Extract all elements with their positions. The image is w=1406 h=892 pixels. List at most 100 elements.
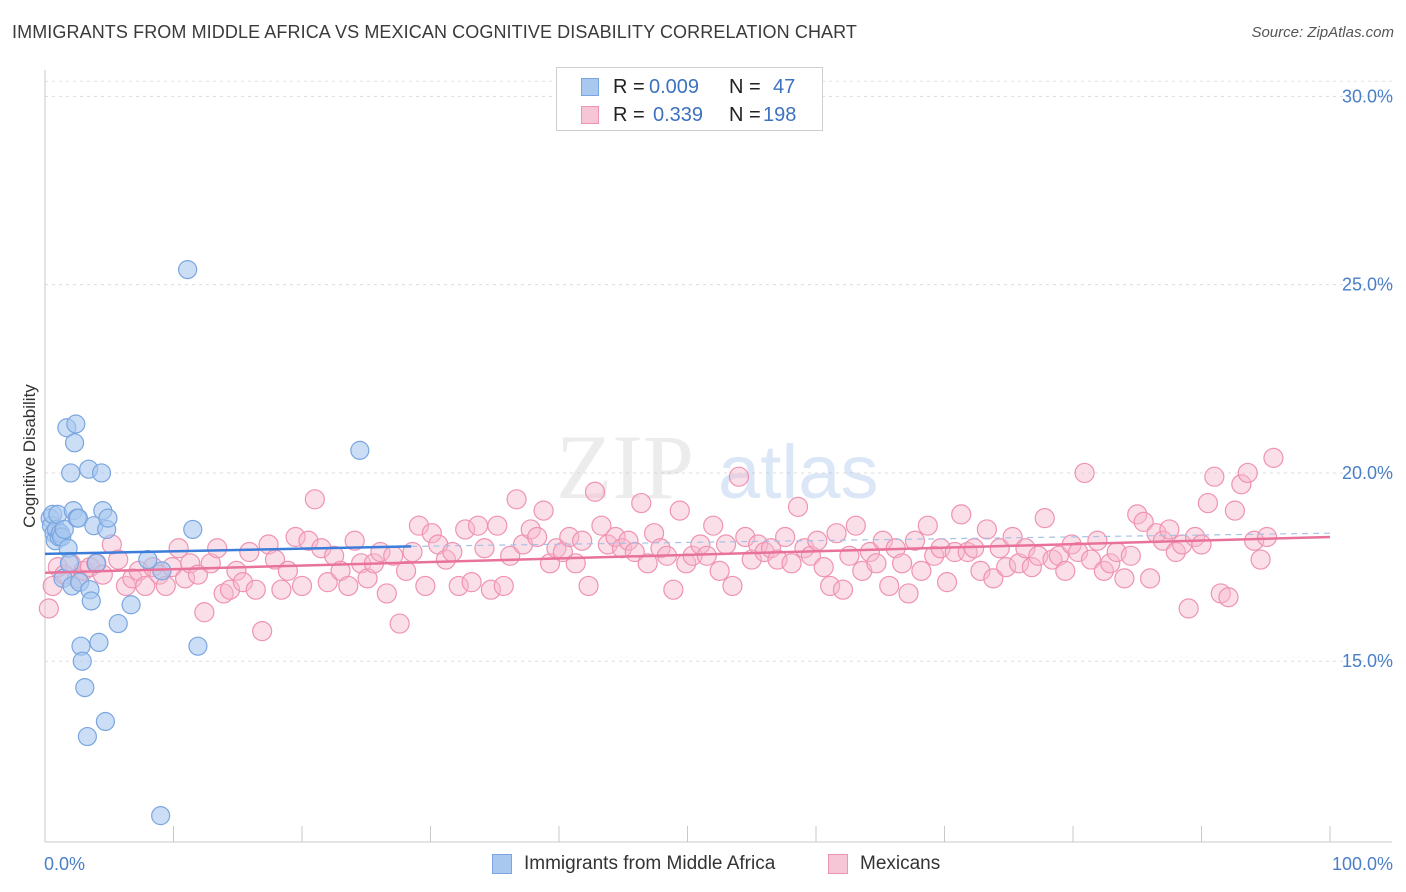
stats-n-value: 198 bbox=[763, 104, 797, 126]
mexicans-point bbox=[728, 466, 750, 487]
middle-africa-point bbox=[98, 508, 118, 528]
middle-africa-point bbox=[178, 259, 198, 280]
mexicans-point bbox=[487, 515, 508, 536]
legend-label-middle-africa: Immigrants from Middle Africa bbox=[524, 853, 776, 874]
middle-africa-point bbox=[68, 508, 89, 528]
mexicans-point bbox=[787, 496, 809, 517]
watermark-atlas: atlas bbox=[718, 430, 879, 515]
mexicans-point bbox=[866, 553, 887, 574]
mexicans-point bbox=[715, 534, 737, 555]
mexicans-point bbox=[936, 572, 958, 593]
mexicans-point bbox=[722, 575, 743, 597]
mexicans-point bbox=[775, 526, 796, 548]
mexicans-point bbox=[389, 613, 410, 634]
y-tick-label: 20.0% bbox=[1342, 463, 1393, 483]
stats-row-middle-africa: R = 0.009 N = 47 bbox=[557, 74, 822, 102]
middle-africa-point bbox=[72, 651, 92, 671]
mexicans-point bbox=[813, 556, 834, 578]
mexicans-point bbox=[232, 572, 253, 593]
stats-swatch-blue bbox=[581, 78, 599, 96]
mexicans-point bbox=[1074, 462, 1095, 484]
mexicans-point bbox=[317, 572, 338, 593]
middle-africa-point bbox=[108, 613, 128, 634]
mexicans-point bbox=[533, 500, 554, 521]
middle-africa-point bbox=[350, 440, 370, 460]
legend-swatch-blue bbox=[492, 854, 512, 874]
middle-africa-point bbox=[77, 726, 98, 747]
mexicans-point bbox=[1244, 530, 1265, 551]
mexicans-point bbox=[461, 572, 482, 593]
middle-africa-trend-line bbox=[44, 545, 412, 556]
mexicans-point bbox=[376, 583, 397, 604]
mexicans-point bbox=[891, 553, 913, 574]
mexicans-point bbox=[1114, 568, 1135, 589]
mexicans-point bbox=[357, 568, 378, 589]
mexicans-point bbox=[898, 583, 919, 604]
mexicans-point bbox=[1133, 511, 1154, 533]
middle-africa-point bbox=[54, 519, 74, 540]
mexicans-point bbox=[252, 621, 273, 642]
mexicans-point bbox=[1263, 447, 1284, 468]
mexicans-point bbox=[298, 530, 319, 551]
mexicans-point bbox=[448, 575, 469, 597]
mexicans-point bbox=[1068, 541, 1089, 563]
chart-legend: Immigrants from Middle Africa Mexicans bbox=[0, 852, 1406, 878]
mexicans-point bbox=[709, 560, 730, 581]
middle-africa-point bbox=[81, 591, 101, 611]
mexicans-point bbox=[1034, 508, 1055, 529]
mexicans-point bbox=[277, 560, 298, 581]
mexicans-point bbox=[845, 515, 866, 536]
mexicans-point bbox=[552, 541, 573, 563]
x-tick-labels: 0.0% 100.0% bbox=[44, 854, 1393, 874]
mexicans-point bbox=[663, 579, 684, 600]
mexicans-point bbox=[584, 481, 606, 502]
mexicans-point bbox=[285, 526, 306, 548]
stats-n-label: N = bbox=[729, 76, 761, 98]
y-axis-label: Cognitive Disability bbox=[20, 384, 39, 528]
stats-r-label: R = bbox=[613, 76, 645, 98]
mexicans-point bbox=[1139, 568, 1161, 589]
mexicans-point bbox=[572, 530, 593, 551]
mexicans-point bbox=[168, 538, 189, 559]
mexicans-point bbox=[1178, 598, 1199, 619]
mexicans-point bbox=[1237, 462, 1258, 484]
mexicans-point bbox=[1231, 474, 1252, 495]
mexicans-point bbox=[1224, 500, 1246, 521]
mexicans-point bbox=[669, 500, 690, 521]
mexicans-point bbox=[1087, 530, 1108, 551]
y-tick-label: 25.0% bbox=[1342, 275, 1393, 295]
mexicans-point bbox=[832, 579, 854, 600]
mexicans-point bbox=[1080, 549, 1102, 570]
stats-n-label: N = bbox=[729, 104, 761, 126]
mexicans-point bbox=[1042, 549, 1063, 570]
middle-africa-point bbox=[59, 553, 80, 573]
watermark: ZIP atlas bbox=[556, 416, 879, 518]
middle-africa-point bbox=[151, 806, 171, 826]
mexicans-point bbox=[1197, 492, 1219, 514]
mexicans-point bbox=[631, 492, 652, 514]
stats-box: R = 0.009 N = 47 R = 0.339 N = 198 bbox=[556, 67, 823, 131]
mexicans-point bbox=[271, 579, 292, 600]
mexicans-point bbox=[207, 538, 228, 559]
source-attribution: Source: ZipAtlas.com bbox=[1251, 24, 1394, 41]
series-middle-africa-points bbox=[40, 259, 370, 826]
mexicans-point bbox=[879, 575, 900, 597]
mexicans-point bbox=[1048, 545, 1069, 566]
mexicans-point bbox=[474, 538, 495, 559]
middle-africa-point bbox=[66, 414, 86, 434]
mexicans-point bbox=[735, 526, 756, 548]
mexicans-point bbox=[696, 545, 717, 566]
mexicans-point bbox=[480, 579, 501, 600]
mexicans-point bbox=[591, 515, 612, 536]
middle-africa-point bbox=[89, 632, 109, 653]
axes bbox=[44, 70, 1392, 843]
mexicans-point bbox=[1204, 466, 1225, 487]
mexicans-point bbox=[135, 575, 156, 597]
mexicans-point bbox=[213, 583, 234, 604]
mexicans-point bbox=[578, 575, 599, 597]
mexicans-point bbox=[917, 515, 938, 536]
mexicans-point bbox=[605, 526, 626, 548]
mexicans-point bbox=[1100, 553, 1121, 574]
middle-africa-point bbox=[91, 463, 112, 483]
mexicans-point bbox=[194, 602, 215, 623]
